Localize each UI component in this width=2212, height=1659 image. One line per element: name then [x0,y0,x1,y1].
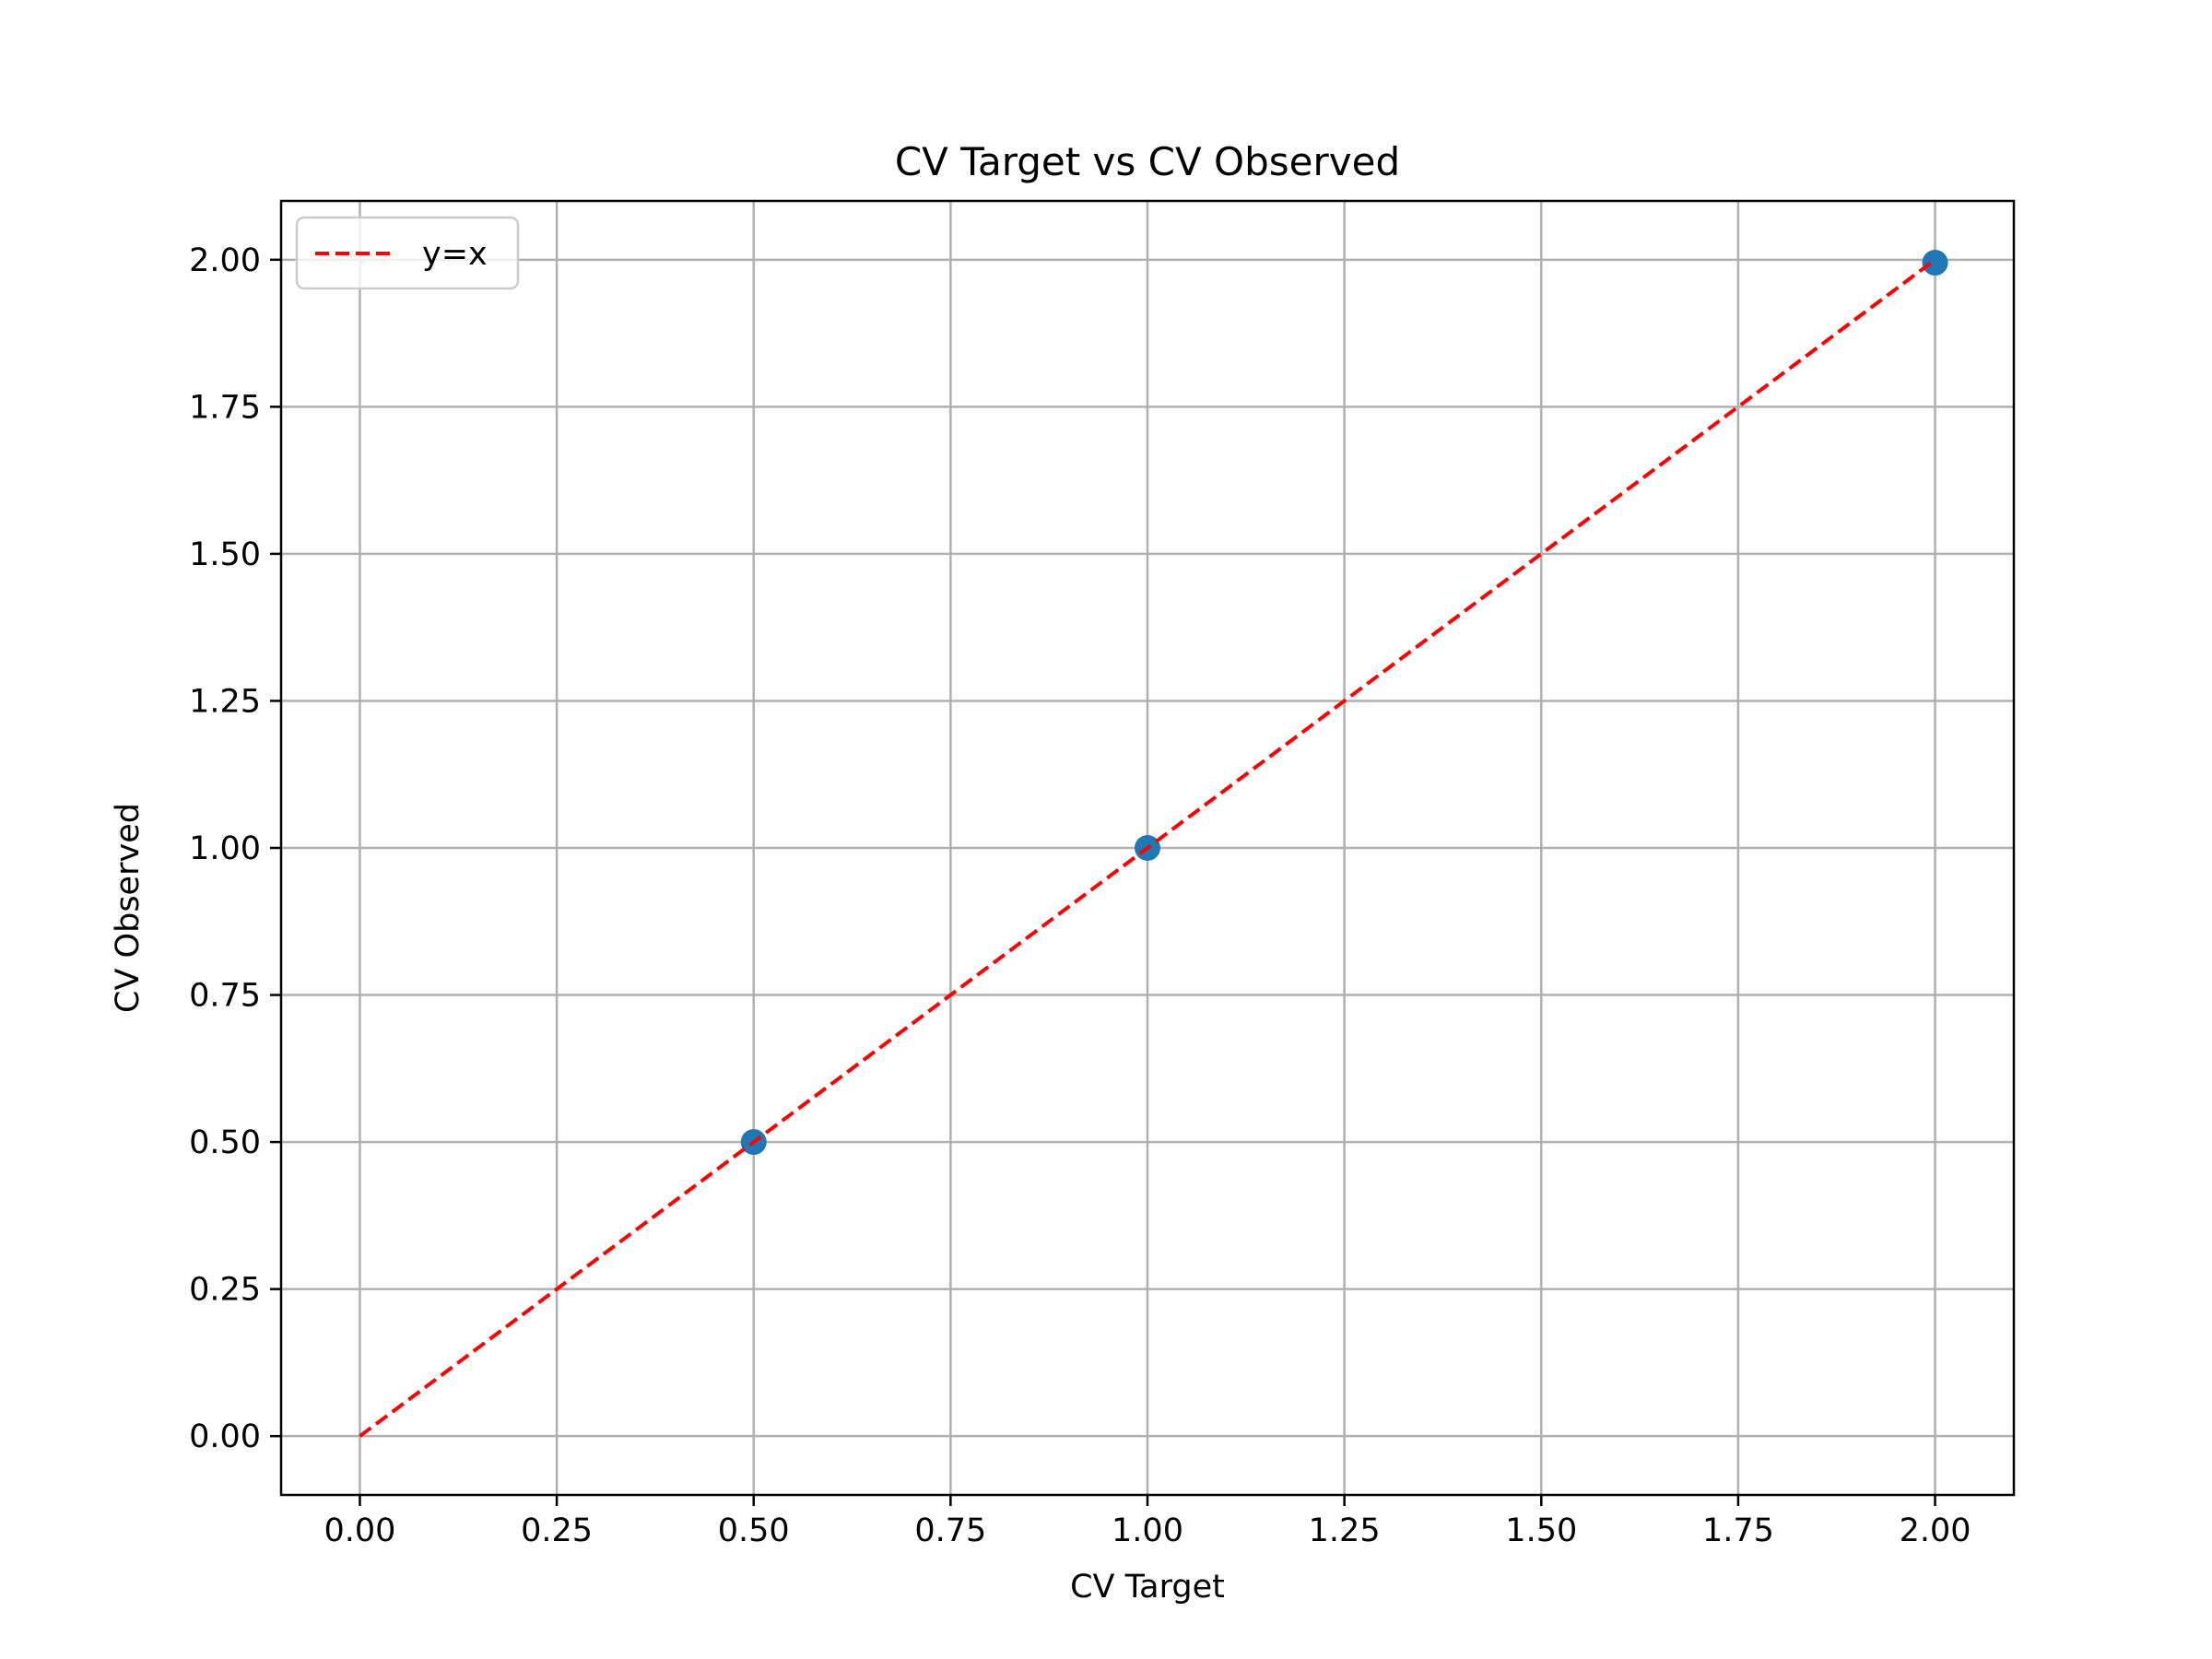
legend-box [295,216,520,290]
x-tick-label: 1.50 [1505,1512,1577,1549]
chart-title: CV Target vs CV Observed [895,139,1400,184]
y-tick-label: 1.25 [189,683,261,720]
y-tick-label: 1.50 [189,536,261,573]
scatter-point [1922,250,1948,276]
y-tick-label: 2.00 [189,242,261,279]
y-tick-label: 1.75 [189,389,261,426]
x-tick-label: 0.75 [914,1512,986,1549]
axis-ticks: 0.00 0.25 0.50 0.75 1.00 1.25 1.50 1.75 2.00 0.00… [189,242,1971,1549]
x-tick-label: 2.00 [1900,1512,1971,1549]
y-tick-label: 0.00 [189,1418,261,1455]
y-tick-label: 1.00 [189,830,261,867]
x-tick-label: 1.25 [1309,1512,1381,1549]
x-tick-label: 1.75 [1702,1512,1774,1549]
legend-entry-label: y=x [422,236,488,273]
plot-series [359,250,1948,1438]
y-tick-label: 0.25 [189,1272,261,1309]
legend: y=x [295,216,520,290]
x-tick-label: 0.25 [521,1512,593,1549]
y-axis-label: CV Observed [110,803,147,1013]
reference-line-y-equals-x [359,258,1936,1438]
y-tick-label: 0.50 [189,1124,261,1161]
x-tick-label: 0.50 [718,1512,790,1549]
x-tick-label: 0.00 [324,1512,395,1549]
x-axis-label: CV Target [1070,1569,1225,1606]
x-tick-label: 1.00 [1112,1512,1183,1549]
y-tick-label: 0.75 [189,978,261,1015]
